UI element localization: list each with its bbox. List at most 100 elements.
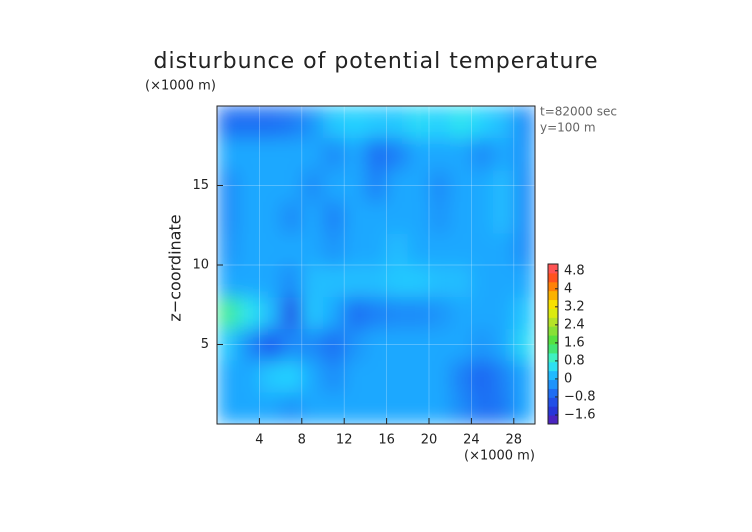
heatmap-cell [386,233,409,266]
colorbar-tick-label: −0.8 [564,389,596,404]
heatmap-cell [365,360,388,393]
heatmap-cell [513,392,535,424]
heatmap-cell [492,233,515,266]
colorbar-band [548,397,558,407]
colorbar-tick-label: 0 [564,371,572,386]
heatmap-cell [513,106,535,139]
x-tick-label: 8 [298,433,306,448]
heatmap-cell [344,328,366,361]
x-unit-label: (×1000 m) [464,449,535,464]
heatmap-cell [217,201,239,234]
colorbar-band [548,415,558,425]
heatmap-cell [301,265,324,298]
heatmap-cell [280,169,303,202]
heatmap-cell [365,392,388,424]
colorbar-band [548,335,558,345]
heatmap-cell [259,265,282,298]
heatmap-cell [407,137,430,171]
heatmap-cell [471,233,494,266]
heatmap-cell [238,328,260,361]
heatmap-cell [238,392,260,424]
heatmap-cell [450,169,472,202]
colorbar-band [548,308,558,318]
heatmap-cell [259,201,282,234]
heatmap-cell [301,296,324,330]
colorbar-band [548,281,558,292]
x-tick-label: 16 [378,433,395,448]
heatmap-cell [323,392,345,424]
heatmap-cell [365,233,388,266]
colorbar-band [548,406,558,416]
heatmap-cell [301,328,324,361]
heatmap-cell [429,137,451,171]
heatmap-cell [513,328,535,361]
heatmap-cell [344,169,366,202]
heatmap-cell [301,392,324,424]
colorbar-band [548,361,558,372]
colorbar-tick-label: 4.8 [564,263,585,278]
plot-frame [216,105,536,425]
colorbar-band [548,290,558,301]
heatmap-cell [492,392,515,424]
colorbar-band [548,264,558,274]
colorbar-band [548,299,558,309]
y-tick-label: 10 [192,258,209,273]
colorbar-band [548,388,558,398]
heatmap-cell [365,296,388,330]
heatmap-cell [301,106,324,139]
x-tick-label: 28 [506,433,523,448]
heatmap-cell [280,392,303,424]
axes: 4 8 12 16 20 24 28 5 10 15 −1.6 −0.8 0 0.8 1.6 2.4 3.2 4 4… [192,105,596,448]
colorbar-tick-label: −1.6 [564,407,596,422]
heatmap-cell [217,328,239,361]
colorbar-band [548,326,558,336]
heatmap-cell [365,106,388,139]
heatmap-cell [450,233,472,266]
heatmap-cell [492,296,515,330]
heatmap [217,106,535,424]
heatmap-cell [259,137,282,171]
heatmap-cell [280,201,303,234]
colorbar-tick-label: 3.2 [564,299,585,314]
heatmap-cell [217,233,239,266]
colorbar-tick-label: 0.8 [564,353,585,368]
heatmap-cell [513,201,535,234]
heatmap-cell [280,360,303,393]
heatmap-cell [471,201,494,234]
annotation: y=100 m [540,121,596,135]
heatmap-cell [492,106,515,139]
heatmap-cell [429,360,451,393]
heatmap-cell [471,169,494,202]
heatmap-cell [238,265,260,298]
heatmap-cell [323,137,345,171]
heatmap-cell [429,392,451,424]
x-tick-label: 24 [463,433,480,448]
heatmap-cell [407,106,430,139]
heatmap-cell [386,169,409,202]
chart-title: disturbunce of potential temperature [154,49,599,74]
heatmap-cell [407,328,430,361]
heatmap-cell [217,169,239,202]
heatmap-cell [280,106,303,139]
heatmap-cell [513,265,535,298]
heatmap-cell [386,265,409,298]
heatmap-cell [323,328,345,361]
colorbar-band [548,379,558,389]
heatmap-cell [513,296,535,330]
heatmap-cell [238,360,260,393]
colorbar-tick-label: 1.6 [564,335,585,350]
heatmap-cell [323,296,345,330]
heatmap-cell [386,201,409,234]
y-tick-label: 5 [201,337,209,352]
heatmap-cells [217,106,535,424]
heatmap-cell [344,233,366,266]
heatmap-cell [217,360,239,393]
heatmap-cell [492,201,515,234]
heatmap-cell [365,265,388,298]
x-tick-label: 4 [255,433,263,448]
heatmap-cell [450,201,472,234]
heatmap-cell [323,201,345,234]
heatmap-cell [471,328,494,361]
heatmap-cell [323,106,345,139]
heatmap-cell [280,328,303,361]
